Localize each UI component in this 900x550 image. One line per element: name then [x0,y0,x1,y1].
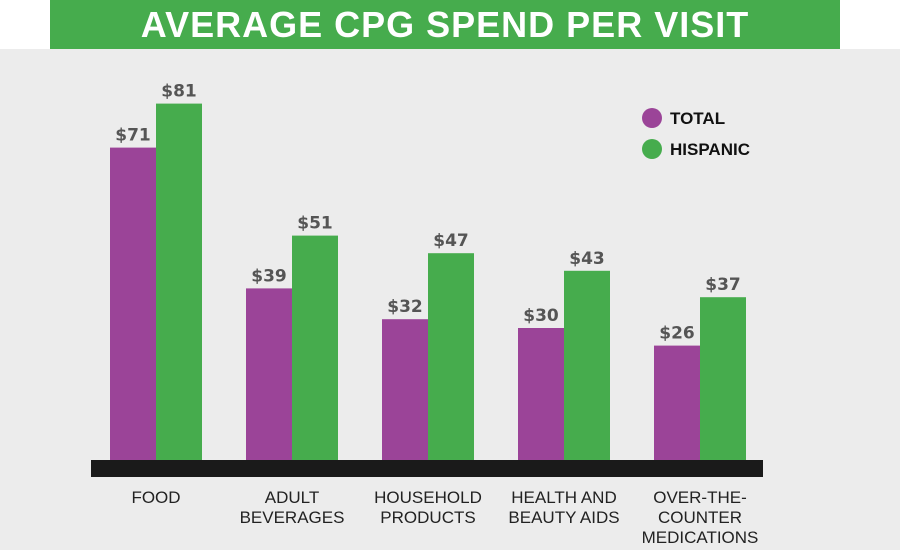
bar-total-3 [518,328,564,460]
value-label-total-1: $39 [251,266,287,286]
category-label-0-line-0: FOOD [131,488,180,507]
category-label-1-line-1: BEVERAGES [240,508,345,527]
value-label-hispanic-3: $43 [569,249,605,269]
category-label-1-line-0: ADULT [265,488,319,507]
title-bar: AVERAGE CPG SPEND PER VISIT [50,0,840,49]
category-label-2-line-1: PRODUCTS [380,508,475,527]
bar-hispanic-1 [292,235,338,460]
bar-total-0 [110,147,156,460]
bar-hispanic-2 [428,253,474,460]
chart-title: AVERAGE CPG SPEND PER VISIT [140,3,750,45]
category-label-3-line-0: HEALTH AND [511,488,617,507]
category-label-3-line-1: BEAUTY AIDS [508,508,619,527]
legend-label-hispanic: HISPANIC [670,140,750,159]
bar-hispanic-3 [564,270,610,460]
bar-total-2 [382,319,428,460]
bar-total-4 [654,345,700,460]
category-label-2-line-0: HOUSEHOLD [374,488,482,507]
bar-total-1 [246,288,292,460]
category-label-4-line-1: COUNTER [658,508,742,527]
legend-label-total: TOTAL [670,109,725,128]
value-label-total-4: $26 [659,324,695,344]
value-label-total-0: $71 [115,126,151,146]
legend-marker-hispanic [642,139,662,159]
category-label-4-line-2: MEDICATIONS [642,528,759,547]
value-label-hispanic-4: $37 [705,275,741,295]
category-label-4-line-0: OVER-THE- [653,488,747,507]
value-label-hispanic-0: $81 [161,82,197,102]
value-label-hispanic-1: $51 [297,214,333,234]
value-label-hispanic-2: $47 [433,231,469,251]
x-axis-baseline [91,460,763,477]
legend-marker-total [642,108,662,128]
bar-hispanic-0 [156,103,202,460]
value-label-total-3: $30 [523,306,559,326]
bar-hispanic-4 [700,297,746,460]
value-label-total-2: $32 [387,297,423,317]
